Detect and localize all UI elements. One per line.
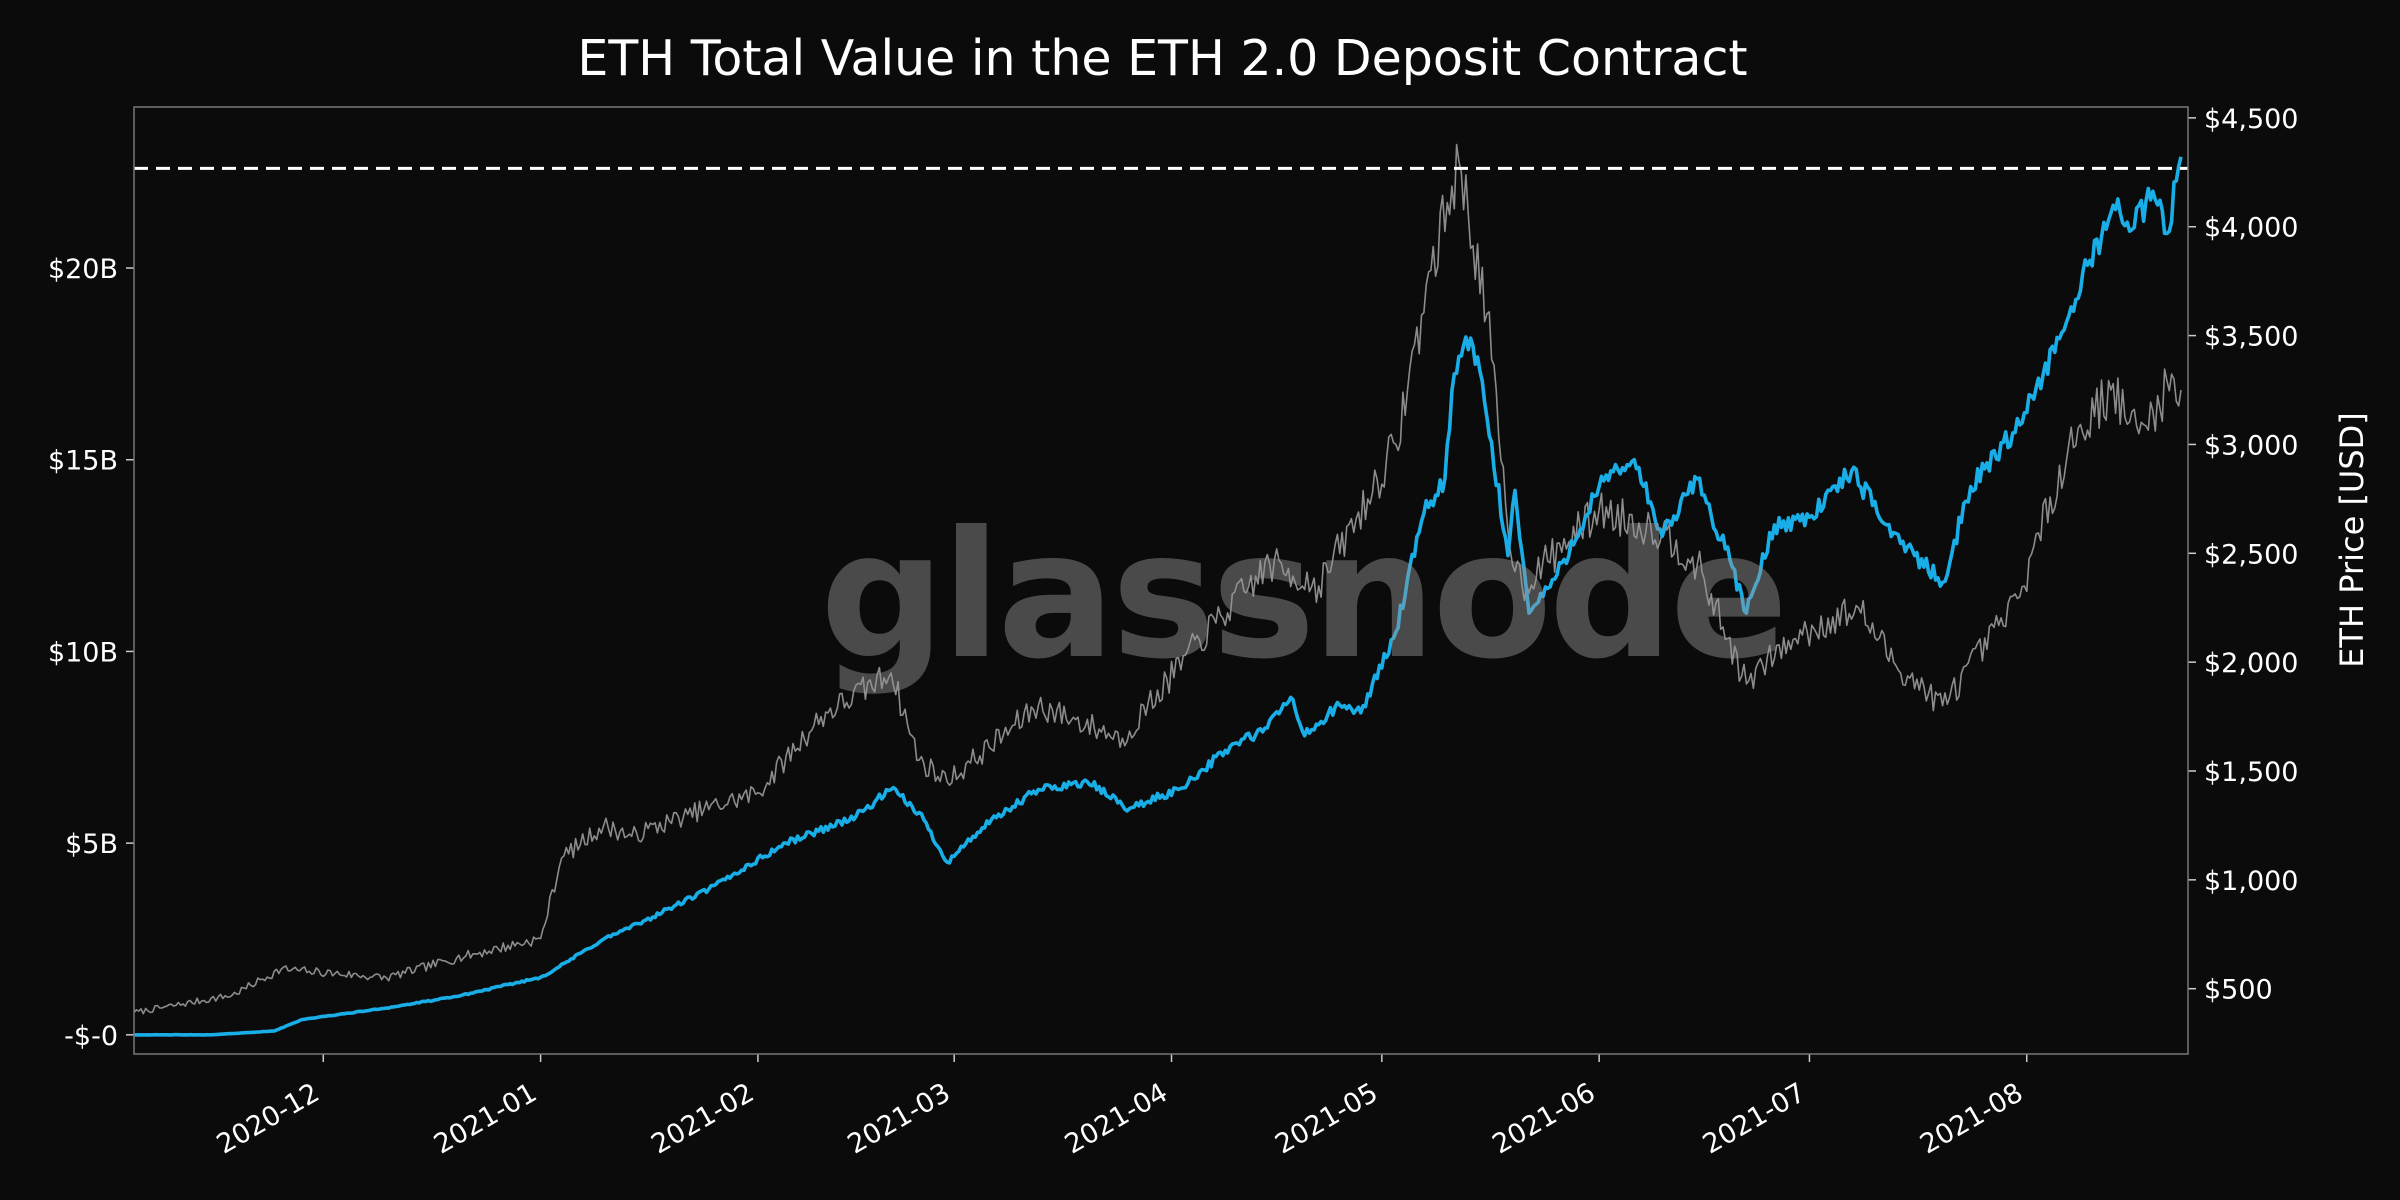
y-right-tick-label: $1,000 — [2204, 866, 2298, 897]
watermark: glassnode — [820, 495, 1788, 698]
series-layer — [133, 143, 2188, 1037]
chart-title: ETH Total Value in the ETH 2.0 Deposit C… — [577, 30, 1748, 87]
y-right-tick-label: $4,500 — [2204, 104, 2298, 135]
y-left-tick-label: -$-0 — [64, 1021, 118, 1052]
y-right-tick-label: $500 — [2204, 975, 2273, 1006]
y-right-tick-label: $3,000 — [2204, 430, 2298, 461]
y-left-tick-label: $20B — [48, 254, 118, 285]
deposit-value-line — [133, 156, 2183, 1037]
y-left-tick-label: $10B — [48, 637, 118, 668]
y-left-tick-label: $15B — [48, 446, 118, 477]
y-right-tick-label: $1,500 — [2204, 757, 2298, 788]
y-right-tick-label: $3,500 — [2204, 322, 2298, 353]
eth-price-line — [133, 143, 2182, 1015]
right-axis-label: ETH Price [USD] — [2333, 412, 2371, 668]
y-right-tick-label: $4,000 — [2204, 213, 2298, 244]
plot-frame — [133, 106, 2189, 1055]
y-right-tick-label: $2,500 — [2204, 539, 2298, 570]
y-left-tick-label: $5B — [65, 829, 118, 860]
y-right-tick-label: $2,000 — [2204, 648, 2298, 679]
